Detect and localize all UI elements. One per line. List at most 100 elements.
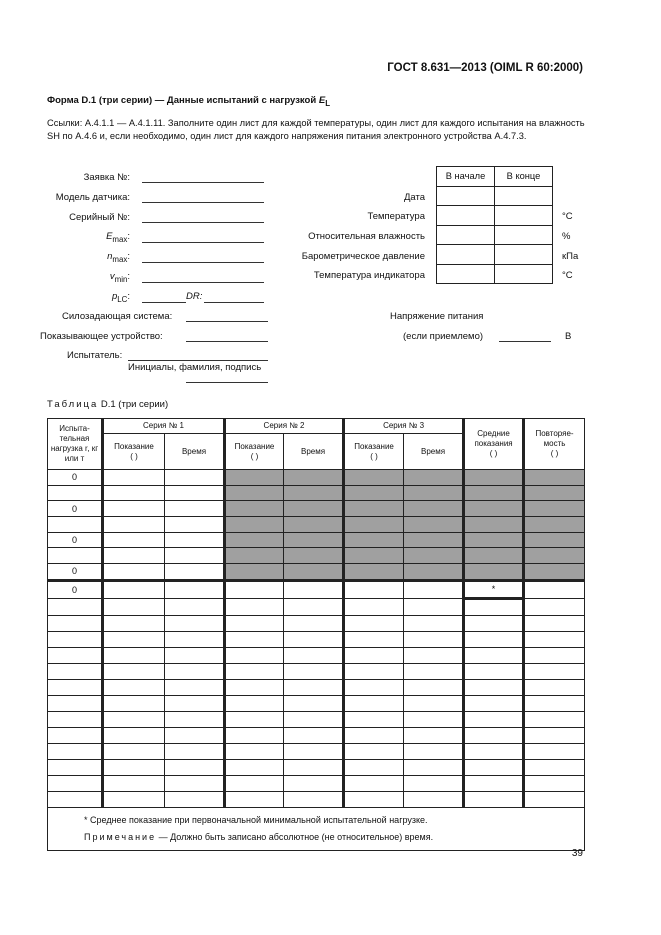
- data-cell[interactable]: [163, 758, 226, 776]
- data-cell[interactable]: [522, 662, 586, 680]
- data-cell[interactable]: [403, 774, 465, 792]
- data-cell[interactable]: [223, 678, 285, 696]
- data-cell[interactable]: [522, 790, 586, 808]
- data-cell[interactable]: [101, 790, 165, 808]
- data-cell[interactable]: [283, 614, 345, 632]
- env-cell[interactable]: [494, 244, 553, 265]
- plc-field[interactable]: [142, 302, 186, 303]
- data-cell[interactable]: [342, 694, 405, 712]
- data-cell[interactable]: [522, 646, 586, 664]
- data-cell[interactable]: [223, 646, 285, 664]
- data-cell[interactable]: [522, 614, 586, 632]
- data-cell[interactable]: [163, 710, 226, 728]
- data-cell[interactable]: [462, 790, 525, 808]
- data-cell[interactable]: [101, 710, 165, 728]
- data-cell[interactable]: [462, 646, 525, 664]
- data-cell[interactable]: [283, 678, 345, 696]
- data-cell[interactable]: [163, 630, 226, 648]
- data-cell[interactable]: [403, 694, 465, 712]
- data-cell[interactable]: [342, 597, 405, 616]
- data-cell[interactable]: [462, 694, 525, 712]
- data-cell[interactable]: [403, 662, 465, 680]
- data-cell[interactable]: [101, 630, 165, 648]
- data-cell[interactable]: [403, 710, 465, 728]
- data-cell[interactable]: [342, 662, 405, 680]
- data-cell[interactable]: [342, 614, 405, 632]
- data-cell[interactable]: [163, 726, 226, 744]
- data-cell[interactable]: [163, 662, 226, 680]
- data-cell[interactable]: [223, 694, 285, 712]
- data-cell[interactable]: [163, 516, 226, 533]
- data-cell[interactable]: [101, 469, 165, 486]
- data-cell[interactable]: [163, 774, 226, 792]
- avg-initial-cell[interactable]: *: [462, 578, 525, 600]
- tester-field[interactable]: [128, 360, 268, 361]
- load-system-field[interactable]: [186, 321, 268, 322]
- data-cell[interactable]: [462, 614, 525, 632]
- data-cell[interactable]: [403, 726, 465, 744]
- data-cell[interactable]: [283, 758, 345, 776]
- data-cell[interactable]: [101, 531, 165, 549]
- data-cell[interactable]: [223, 790, 285, 808]
- data-cell[interactable]: [283, 726, 345, 744]
- data-cell[interactable]: [101, 614, 165, 632]
- data-cell[interactable]: [163, 790, 226, 808]
- data-cell[interactable]: [101, 646, 165, 664]
- application-field[interactable]: [142, 182, 264, 183]
- data-cell[interactable]: [283, 774, 345, 792]
- env-cell[interactable]: [436, 224, 495, 245]
- data-cell[interactable]: [223, 710, 285, 728]
- serial-field[interactable]: [142, 222, 264, 223]
- data-cell[interactable]: [462, 710, 525, 728]
- vmin-field[interactable]: [142, 282, 264, 283]
- data-cell[interactable]: [342, 630, 405, 648]
- data-cell[interactable]: [163, 531, 226, 549]
- data-cell[interactable]: [163, 578, 226, 599]
- emax-field[interactable]: [142, 242, 264, 243]
- env-cell[interactable]: [436, 244, 495, 265]
- data-cell[interactable]: [223, 758, 285, 776]
- data-cell[interactable]: [462, 597, 525, 616]
- nmax-field[interactable]: [142, 262, 264, 263]
- data-cell[interactable]: [462, 662, 525, 680]
- data-cell[interactable]: [163, 678, 226, 696]
- data-cell[interactable]: [342, 774, 405, 792]
- data-cell[interactable]: [522, 630, 586, 648]
- data-cell[interactable]: [223, 630, 285, 648]
- model-field[interactable]: [142, 202, 264, 203]
- data-cell[interactable]: [101, 742, 165, 760]
- data-cell[interactable]: [462, 630, 525, 648]
- data-cell[interactable]: [163, 500, 226, 518]
- data-cell[interactable]: [101, 678, 165, 696]
- data-cell[interactable]: [101, 516, 165, 533]
- env-cell[interactable]: [494, 205, 553, 226]
- data-cell[interactable]: [522, 578, 586, 599]
- data-cell[interactable]: [283, 710, 345, 728]
- data-cell[interactable]: [342, 742, 405, 760]
- env-cell[interactable]: [494, 185, 553, 206]
- data-cell[interactable]: [101, 597, 165, 616]
- data-cell[interactable]: [101, 563, 165, 581]
- dr-field[interactable]: [204, 302, 264, 303]
- data-cell[interactable]: [522, 742, 586, 760]
- data-cell[interactable]: [403, 678, 465, 696]
- data-cell[interactable]: [283, 597, 345, 616]
- data-cell[interactable]: [101, 578, 165, 599]
- data-cell[interactable]: [101, 662, 165, 680]
- data-cell[interactable]: [462, 726, 525, 744]
- data-cell[interactable]: [163, 614, 226, 632]
- data-cell[interactable]: [223, 578, 285, 599]
- data-cell[interactable]: [403, 790, 465, 808]
- data-cell[interactable]: [283, 646, 345, 664]
- data-cell[interactable]: [101, 758, 165, 776]
- data-cell[interactable]: [522, 774, 586, 792]
- data-cell[interactable]: [223, 662, 285, 680]
- data-cell[interactable]: [283, 742, 345, 760]
- data-cell[interactable]: [342, 710, 405, 728]
- data-cell[interactable]: [163, 563, 226, 581]
- data-cell[interactable]: [223, 742, 285, 760]
- data-cell[interactable]: [342, 646, 405, 664]
- data-cell[interactable]: [522, 758, 586, 776]
- data-cell[interactable]: [223, 597, 285, 616]
- data-cell[interactable]: [403, 614, 465, 632]
